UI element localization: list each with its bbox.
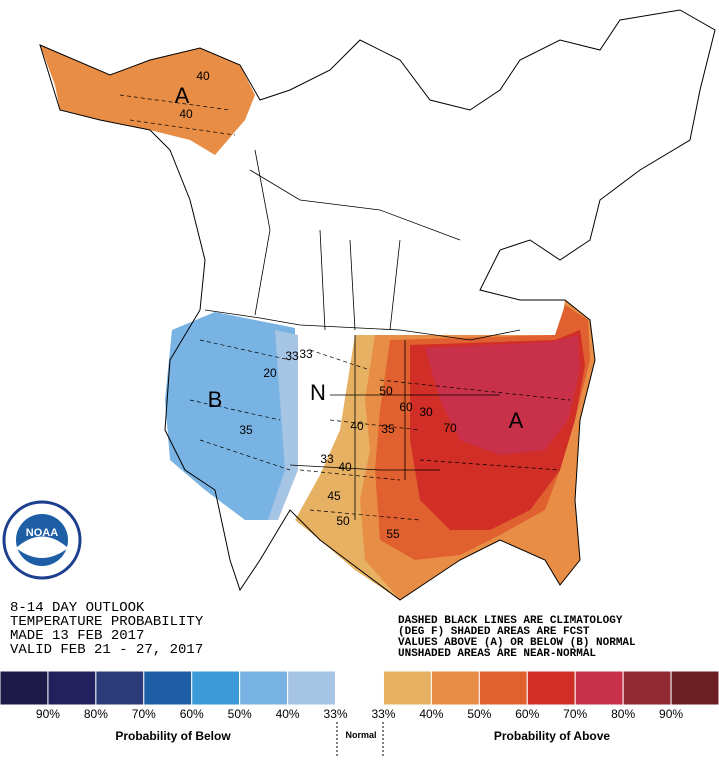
noaa-logo: NOAA <box>2 500 82 580</box>
coastline <box>39 9 716 601</box>
contour-label: 35 <box>239 423 253 437</box>
legend-swatch <box>95 670 145 706</box>
info-line: MADE 13 FEB 2017 <box>10 628 144 644</box>
legend-swatch <box>143 670 193 706</box>
legend-swatch <box>335 670 384 706</box>
region-letter: N <box>310 380 326 405</box>
region-letter: A <box>175 83 190 108</box>
contour-label: 40 <box>196 69 210 83</box>
legend-above-title: Probability of Above <box>494 729 611 743</box>
legend-below-title: Probability of Below <box>115 729 231 743</box>
contour-label: 60 <box>399 400 413 414</box>
legend-swatch <box>574 670 624 706</box>
legend-swatch <box>478 670 528 706</box>
legend-swatch <box>287 670 337 706</box>
legend-label: 40% <box>419 707 443 721</box>
contour-label: 33 <box>285 349 299 363</box>
legend-label: 33% <box>324 707 348 721</box>
legend-label: 90% <box>36 707 60 721</box>
legend-swatch <box>382 670 432 706</box>
contour-label: 20 <box>263 366 277 380</box>
contour-label: 55 <box>386 527 400 541</box>
legend-label: 50% <box>228 707 252 721</box>
contour-label: 45 <box>327 489 341 503</box>
contour-label: 70 <box>443 421 457 435</box>
contour-label: 35 <box>381 422 395 436</box>
legend-label: 40% <box>276 707 300 721</box>
legend-swatch <box>0 670 49 706</box>
note-line: (DEG F) SHADED AREAS ARE FCST <box>398 626 590 638</box>
legend-label: 33% <box>371 707 395 721</box>
legend-swatch <box>526 670 576 706</box>
legend-label: 80% <box>84 707 108 721</box>
legend-label: 60% <box>515 707 539 721</box>
note-line: DASHED BLACK LINES ARE CLIMATOLOGY <box>398 615 623 627</box>
legend-label: 70% <box>132 707 156 721</box>
legend-swatch <box>191 670 241 706</box>
climatology-lines <box>119 94 571 521</box>
east-above-80 <box>425 335 580 455</box>
contour-label: 40 <box>179 107 193 121</box>
note-line: VALUES ABOVE (A) OR BELOW (B) NORMAL <box>398 637 636 649</box>
region-letter: B <box>208 387 223 412</box>
legend-swatch <box>47 670 97 706</box>
legend-swatch <box>239 670 289 706</box>
legend-swatch <box>430 670 480 706</box>
info-line: 8-14 DAY OUTLOOK <box>10 600 145 616</box>
contour-label: 50 <box>379 384 393 398</box>
west-below-33 <box>268 330 298 520</box>
borders <box>204 149 521 520</box>
logo-text: NOAA <box>26 527 58 539</box>
contour-label: 40 <box>350 419 364 433</box>
note-line: UNSHADED AREAS ARE NEAR-NORMAL <box>398 648 596 660</box>
info-line: TEMPERATURE PROBABILITY <box>10 614 204 630</box>
contour-label: 33 <box>299 347 313 361</box>
region-letter: A <box>509 408 524 433</box>
contour-label: 33 <box>320 452 334 466</box>
info-line: VALID FEB 21 - 27, 2017 <box>10 642 203 658</box>
legend-label: 90% <box>659 707 683 721</box>
alaska-above <box>40 45 255 155</box>
legend-swatch <box>622 670 672 706</box>
legend-label: 50% <box>467 707 491 721</box>
contour-label: 40 <box>338 460 352 474</box>
legend-label: 70% <box>563 707 587 721</box>
west-below-40 <box>165 312 295 520</box>
legend-normal-title: Normal <box>345 730 376 740</box>
legend-label: 80% <box>611 707 635 721</box>
legend-label: 60% <box>180 707 204 721</box>
legend-swatch <box>670 670 719 706</box>
contour-label: 50 <box>336 514 350 528</box>
contour-label: 30 <box>419 405 433 419</box>
